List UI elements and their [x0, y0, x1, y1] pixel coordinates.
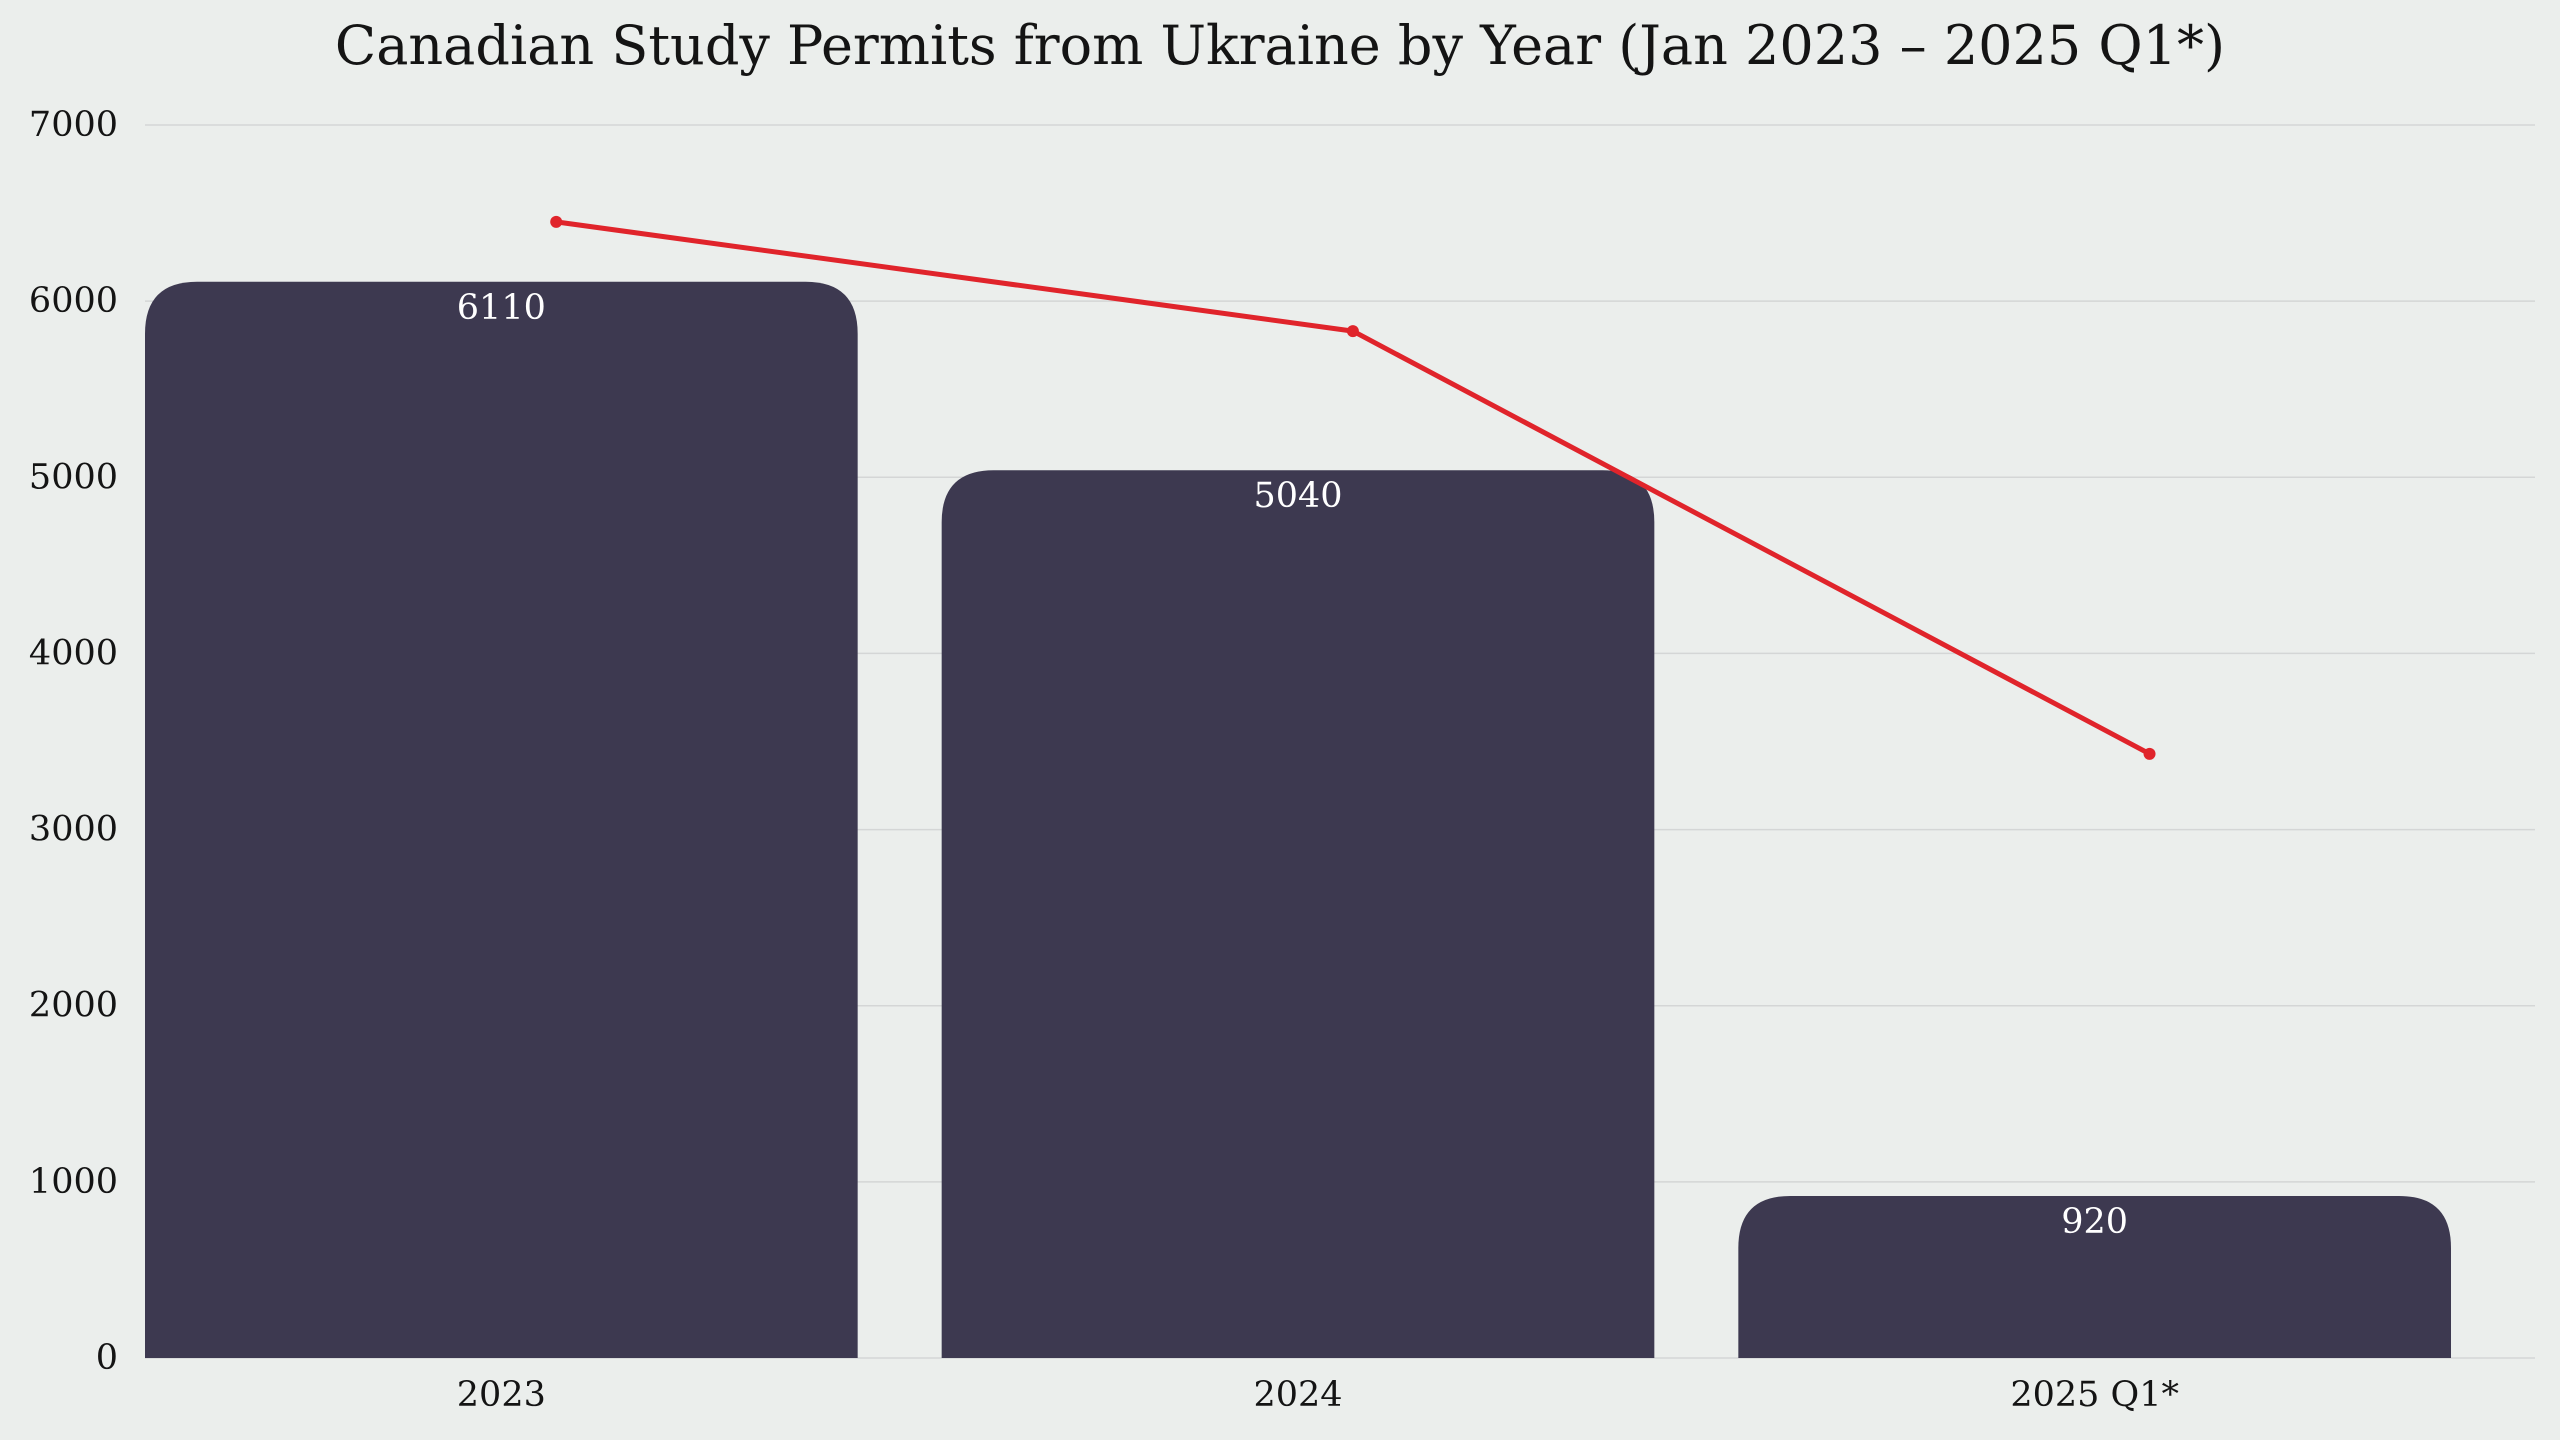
y-axis-ticks: 0 1000 2000 3000 4000 5000 6000 7000 — [29, 105, 118, 1378]
bar-value-label: 6110 — [457, 288, 546, 328]
x-axis-ticks: 2023 2024 2025 Q1* — [457, 1375, 2179, 1415]
bar-2024 — [941, 470, 1655, 1358]
trend-line-point — [1346, 325, 1359, 338]
x-tick-label: 2025 Q1* — [2010, 1375, 2179, 1415]
y-tick-label: 0 — [96, 1338, 118, 1378]
bar-value-label: 5040 — [1253, 476, 1342, 516]
y-tick-label: 4000 — [29, 633, 118, 673]
bar-value-label: 920 — [2061, 1202, 2128, 1242]
y-tick-label: 7000 — [29, 105, 118, 145]
y-tick-label: 2000 — [29, 986, 118, 1026]
trend-line — [550, 215, 2156, 760]
trend-line-point — [2143, 747, 2156, 760]
y-tick-label: 1000 — [29, 1162, 118, 1202]
bar-2025-q1- — [1738, 1195, 2451, 1358]
bar-2023 — [145, 281, 858, 1359]
y-tick-label: 6000 — [29, 281, 118, 321]
y-tick-label: 3000 — [29, 810, 118, 850]
data-labels: 6110 5040 920 — [457, 288, 2128, 1242]
y-tick-label: 5000 — [29, 457, 118, 497]
x-tick-label: 2023 — [457, 1375, 546, 1415]
bars — [145, 281, 2451, 1359]
x-tick-label: 2024 — [1253, 1375, 1342, 1415]
chart-title: Canadian Study Permits from Ukraine by Y… — [334, 14, 2226, 77]
trend-line-point — [550, 215, 563, 228]
